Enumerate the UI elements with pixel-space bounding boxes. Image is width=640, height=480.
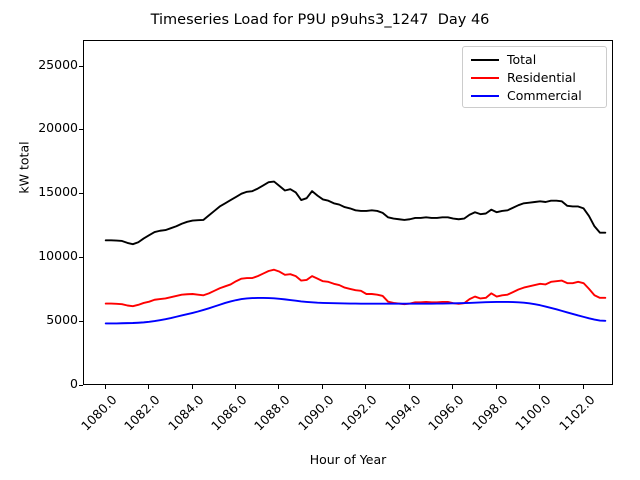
legend-swatch-commercial — [471, 95, 499, 97]
x-tick-label: 1094.0 — [381, 392, 424, 434]
x-tick-mark — [582, 385, 584, 389]
y-tick-mark — [79, 257, 83, 259]
legend-label: Total — [507, 52, 537, 67]
x-tick-mark — [365, 385, 367, 389]
legend-label: Residential — [507, 70, 576, 85]
y-tick-mark — [79, 385, 83, 386]
y-tick-mark — [79, 129, 83, 131]
legend: Total Residential Commercial — [462, 46, 607, 108]
series-line-commercial — [104, 297, 607, 325]
series-canvas — [104, 180, 607, 325]
y-tick-mark — [79, 65, 83, 67]
x-tick-label: 1096.0 — [425, 392, 467, 434]
legend-swatch-residential — [471, 77, 499, 79]
x-tick-mark — [495, 385, 497, 389]
x-tick-label: 1090.0 — [294, 392, 337, 434]
x-tick-label: 1080.0 — [77, 392, 120, 434]
legend-item-commercial[interactable]: Commercial — [469, 87, 600, 105]
x-tick-mark — [452, 385, 454, 389]
chart-title: Timeseries Load for P9U p9uhs3_1247 Day … — [150, 12, 490, 28]
y-tick-label: 10000 — [38, 248, 78, 264]
x-tick-label: 1082.0 — [121, 392, 163, 434]
x-tick-mark — [235, 385, 237, 389]
x-axis-label: Hour of Year — [309, 452, 387, 467]
x-tick-mark — [191, 385, 193, 389]
series-line-residential — [104, 268, 607, 308]
y-tick-label: 25000 — [38, 56, 78, 72]
y-tick-label: 0 — [70, 376, 78, 391]
x-tick-label: 1098.0 — [468, 392, 511, 434]
y-tick-label: 15000 — [38, 184, 78, 200]
legend-swatch-total — [471, 59, 499, 61]
legend-item-residential[interactable]: Residential — [469, 69, 600, 87]
x-tick-label: 1084.0 — [164, 392, 207, 434]
y-tick-mark — [79, 193, 83, 195]
x-tick-mark — [539, 385, 541, 389]
x-tick-label: 1086.0 — [208, 392, 250, 434]
x-tick-label: 1092.0 — [338, 392, 380, 434]
x-tick-mark — [321, 385, 323, 389]
x-tick-mark — [148, 385, 150, 389]
legend-item-total[interactable]: Total — [469, 51, 600, 69]
x-tick-label: 1088.0 — [251, 392, 294, 434]
series-line-total — [104, 180, 607, 246]
x-tick-label: 1100.0 — [512, 392, 554, 434]
x-tick-mark — [278, 385, 280, 389]
x-tick-mark — [104, 385, 106, 389]
legend-label: Commercial — [507, 88, 582, 103]
x-tick-mark — [408, 385, 410, 389]
y-tick-mark — [79, 321, 83, 323]
y-axis-label: kW total — [16, 141, 32, 194]
x-tick-label: 1102.0 — [555, 392, 598, 434]
y-tick-label: 5000 — [46, 312, 78, 328]
y-tick-label: 20000 — [38, 120, 78, 136]
